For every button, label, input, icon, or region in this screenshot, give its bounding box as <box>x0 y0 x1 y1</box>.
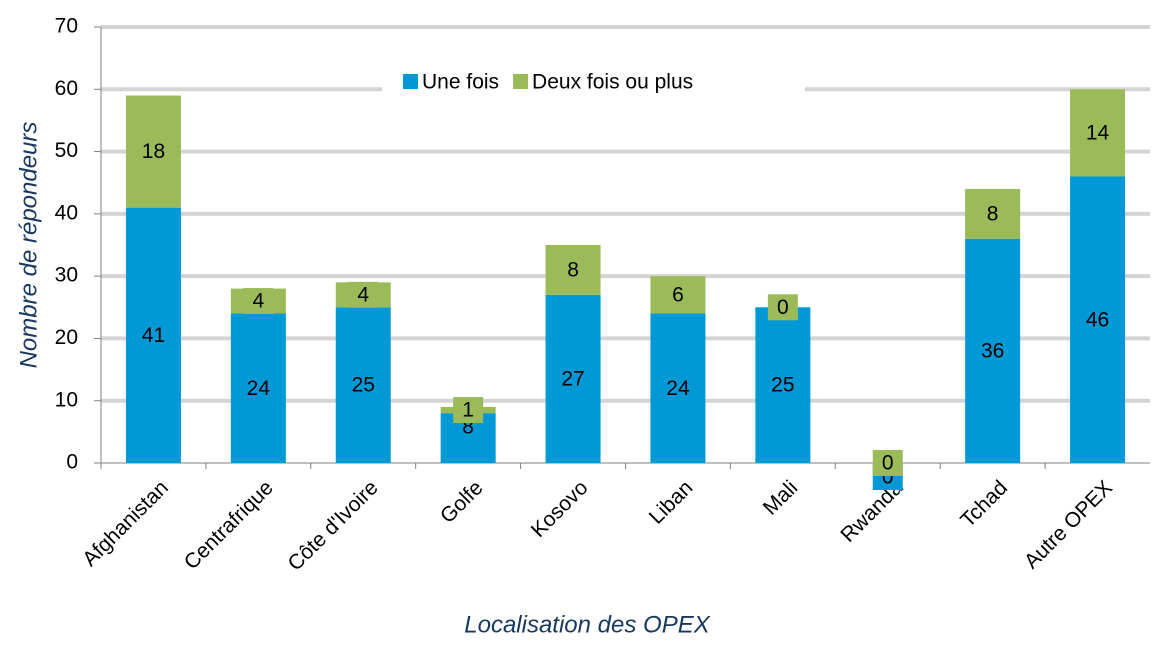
label-bg <box>348 281 379 308</box>
value-label: 18 <box>142 140 165 163</box>
bar-segment <box>1070 89 1126 177</box>
y-tick-label: 10 <box>55 388 78 411</box>
bar-segment <box>650 313 706 463</box>
value-label: 0 <box>777 296 789 319</box>
y-tick-label: 50 <box>55 139 78 162</box>
bar-segment <box>125 95 181 208</box>
x-axis-title: Localisation des OPEX <box>464 611 710 638</box>
bar-segment <box>125 207 181 463</box>
legend-swatch <box>513 74 529 89</box>
y-tick-label: 20 <box>55 326 78 349</box>
y-tick-label: 0 <box>66 451 78 474</box>
value-label: 8 <box>462 416 474 439</box>
x-tick-label: Golfe <box>436 476 488 528</box>
value-label: 0 <box>882 452 894 475</box>
label-bg <box>453 397 484 424</box>
legend-box <box>382 64 805 100</box>
bar-segment <box>545 294 601 463</box>
value-label: 41 <box>142 324 165 347</box>
value-label: 24 <box>666 377 690 400</box>
bar-segment <box>650 276 706 314</box>
bar-segment <box>335 307 391 463</box>
y-tick-label: 70 <box>55 15 78 38</box>
bar-segment <box>545 245 601 295</box>
bar-segment <box>230 313 286 463</box>
value-label: 6 <box>672 283 684 306</box>
y-tick-label: 40 <box>55 201 78 224</box>
value-label: 25 <box>771 374 794 397</box>
value-label: 25 <box>352 374 375 397</box>
value-label: 14 <box>1086 121 1110 144</box>
bar-segment <box>1070 176 1126 463</box>
x-tick-label: Liban <box>645 476 698 529</box>
x-tick-label: Mali <box>759 476 802 519</box>
value-label: 1 <box>462 399 474 422</box>
legend-label: Une fois <box>422 71 499 94</box>
y-tick-label: 60 <box>55 77 78 100</box>
legend-swatch <box>403 74 418 89</box>
value-label: 8 <box>987 202 999 225</box>
x-tick-label: Autre OPEX <box>1020 476 1117 573</box>
bar-segment <box>965 238 1021 463</box>
value-label: 24 <box>247 377 271 400</box>
legend-label: Deux fois ou plus <box>532 71 693 94</box>
value-label: 0 <box>882 466 894 489</box>
value-label: 27 <box>561 367 584 390</box>
x-tick-label: Côte d'Ivoire <box>284 476 383 575</box>
x-tick-label: Centrafrique <box>180 476 278 574</box>
y-tick-label: 30 <box>55 264 78 287</box>
label-bg <box>872 450 903 476</box>
y-axis-title: Nombre de répondeurs <box>15 122 42 369</box>
value-label: 8 <box>567 258 579 281</box>
bar-segment <box>965 188 1021 239</box>
x-tick-label: Kosovo <box>527 476 593 542</box>
bar-segment <box>755 307 811 463</box>
x-tick-label: Tchad <box>956 476 1012 532</box>
x-tick-label: Afghanistan <box>78 476 173 571</box>
label-bg <box>767 294 798 321</box>
value-label: 4 <box>357 283 369 306</box>
label-bg <box>243 288 274 315</box>
value-label: 4 <box>253 290 265 313</box>
value-label: 46 <box>1086 308 1109 331</box>
value-label: 36 <box>981 339 1004 362</box>
